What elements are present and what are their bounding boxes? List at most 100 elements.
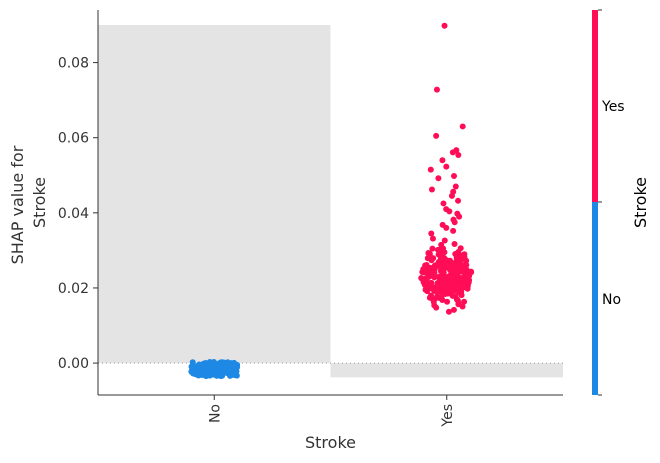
y-axis-label-line-1: SHAP value for [8, 145, 27, 264]
data-point [451, 241, 458, 248]
data-point [440, 262, 447, 269]
histogram-bar [98, 25, 331, 364]
data-point [449, 149, 456, 156]
data-point [208, 360, 215, 367]
data-point [434, 246, 441, 253]
data-point [461, 298, 468, 305]
data-point [439, 157, 446, 164]
colorbar-label-yes: Yes [601, 99, 625, 115]
data-point [430, 299, 437, 306]
data-point [457, 245, 464, 252]
data-point [459, 252, 466, 259]
data-point [451, 219, 458, 226]
data-point [233, 364, 240, 371]
data-point [200, 363, 207, 370]
data-point [428, 230, 435, 237]
y-tick-label: 0.00 [58, 356, 89, 372]
x-axis-ticks: No Yes [207, 395, 456, 428]
data-point [427, 166, 434, 173]
y-axis-label-line-2: Stroke [30, 177, 49, 228]
data-point [433, 86, 440, 93]
histogram-background [98, 25, 563, 378]
data-point [444, 298, 451, 305]
data-point [433, 132, 440, 139]
colorbar-label-no: No [602, 292, 621, 308]
data-point [427, 265, 434, 272]
data-point [468, 269, 475, 276]
y-tick-label: 0.02 [58, 281, 89, 297]
y-tick-label: 0.08 [58, 56, 89, 72]
data-point [456, 213, 463, 220]
data-point [440, 200, 447, 207]
data-point [192, 371, 199, 378]
data-point [227, 367, 234, 374]
data-point [428, 279, 435, 286]
data-point [452, 183, 459, 190]
x-tick-label: Yes [440, 404, 456, 428]
data-point [429, 245, 436, 252]
data-point [437, 274, 444, 281]
data-point [453, 283, 460, 290]
y-tick-label: 0.06 [58, 131, 89, 147]
data-point [439, 269, 446, 276]
data-point [190, 362, 197, 369]
data-point [447, 257, 454, 264]
data-point [454, 287, 461, 294]
colorbar-title: Stroke [631, 177, 650, 228]
data-point [446, 208, 453, 215]
data-point [456, 267, 463, 274]
colorbar-yes-segment [592, 10, 598, 202]
data-point [441, 22, 448, 29]
data-point [426, 294, 433, 301]
data-point [460, 282, 467, 289]
data-point [425, 249, 432, 256]
data-point [444, 276, 451, 283]
data-point [455, 301, 462, 308]
data-point [457, 257, 464, 264]
y-axis-ticks: 0.00 0.02 0.04 0.06 0.08 [58, 56, 98, 372]
data-point [421, 280, 428, 287]
data-point [435, 175, 442, 182]
data-point [218, 359, 225, 366]
data-point [448, 192, 455, 199]
data-point [429, 235, 436, 242]
colorbar-no-segment [592, 202, 598, 395]
data-point [450, 306, 457, 313]
data-point [447, 282, 454, 289]
data-point [453, 296, 460, 303]
x-tick-label: No [207, 404, 223, 423]
data-point [455, 197, 462, 204]
data-point [445, 308, 452, 315]
y-tick-label: 0.04 [58, 206, 89, 222]
data-point [219, 372, 226, 379]
data-point [431, 270, 438, 277]
scatter-points [188, 22, 475, 380]
data-point [443, 163, 450, 170]
data-point [437, 255, 444, 262]
data-point [455, 151, 462, 158]
data-point [223, 361, 230, 368]
data-point [422, 269, 429, 276]
data-point [464, 285, 471, 292]
data-point [451, 173, 458, 180]
colorbar: Yes No Stroke [592, 9, 650, 396]
data-point [429, 285, 436, 292]
data-point [450, 227, 457, 234]
y-axis-label: SHAP value for Stroke [8, 141, 49, 265]
data-point [438, 295, 445, 302]
data-point [428, 186, 435, 193]
data-point [459, 123, 466, 130]
axes [97, 10, 563, 396]
data-point [422, 286, 429, 293]
histogram-bar [330, 363, 563, 378]
data-point [423, 275, 430, 282]
data-point [441, 237, 448, 244]
x-axis-label: Stroke [305, 433, 356, 452]
data-point [433, 304, 440, 311]
data-point [434, 288, 441, 295]
data-point [466, 277, 473, 284]
data-point [443, 224, 450, 231]
data-point [463, 271, 470, 278]
data-point [233, 371, 240, 378]
